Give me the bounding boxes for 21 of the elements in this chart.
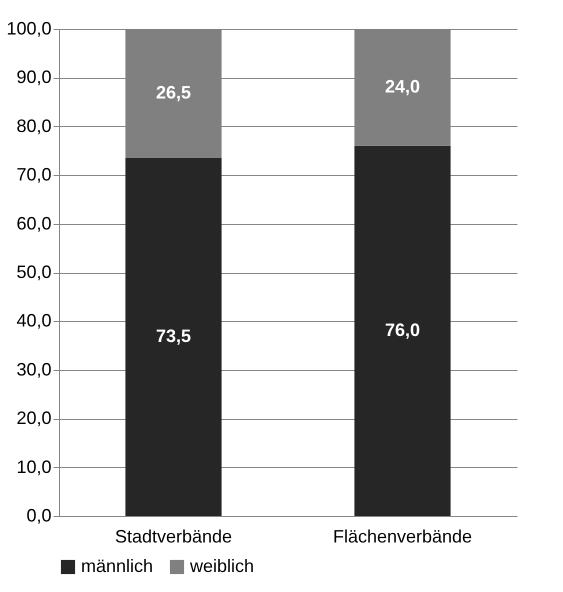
data-label: 73,5 xyxy=(156,326,192,346)
y-tick-label: 70,0 xyxy=(16,164,52,185)
legend-label: männlich xyxy=(81,556,154,576)
y-tick-label: 90,0 xyxy=(16,67,52,88)
data-label: 26,5 xyxy=(156,82,192,103)
bar xyxy=(354,146,451,516)
data-label: 24,0 xyxy=(384,76,420,96)
y-tick-label: 40,0 xyxy=(16,310,52,331)
legend-label: weiblich xyxy=(189,556,254,576)
y-tick-label: 80,0 xyxy=(16,116,52,136)
y-tick-label: 60,0 xyxy=(16,213,52,234)
data-label: 76,0 xyxy=(384,320,420,340)
y-tick-label: 50,0 xyxy=(16,262,52,282)
y-tick-label: 0,0 xyxy=(26,506,52,526)
y-tick-label: 30,0 xyxy=(16,359,52,380)
bar xyxy=(125,158,222,516)
y-tick-label: 100,0 xyxy=(6,18,52,38)
y-tick-label: 20,0 xyxy=(16,408,52,428)
y-tick-label: 10,0 xyxy=(16,456,52,477)
x-tick-label: Stadtverbände xyxy=(114,526,232,546)
x-tick-label: Flächenverbände xyxy=(332,526,472,546)
